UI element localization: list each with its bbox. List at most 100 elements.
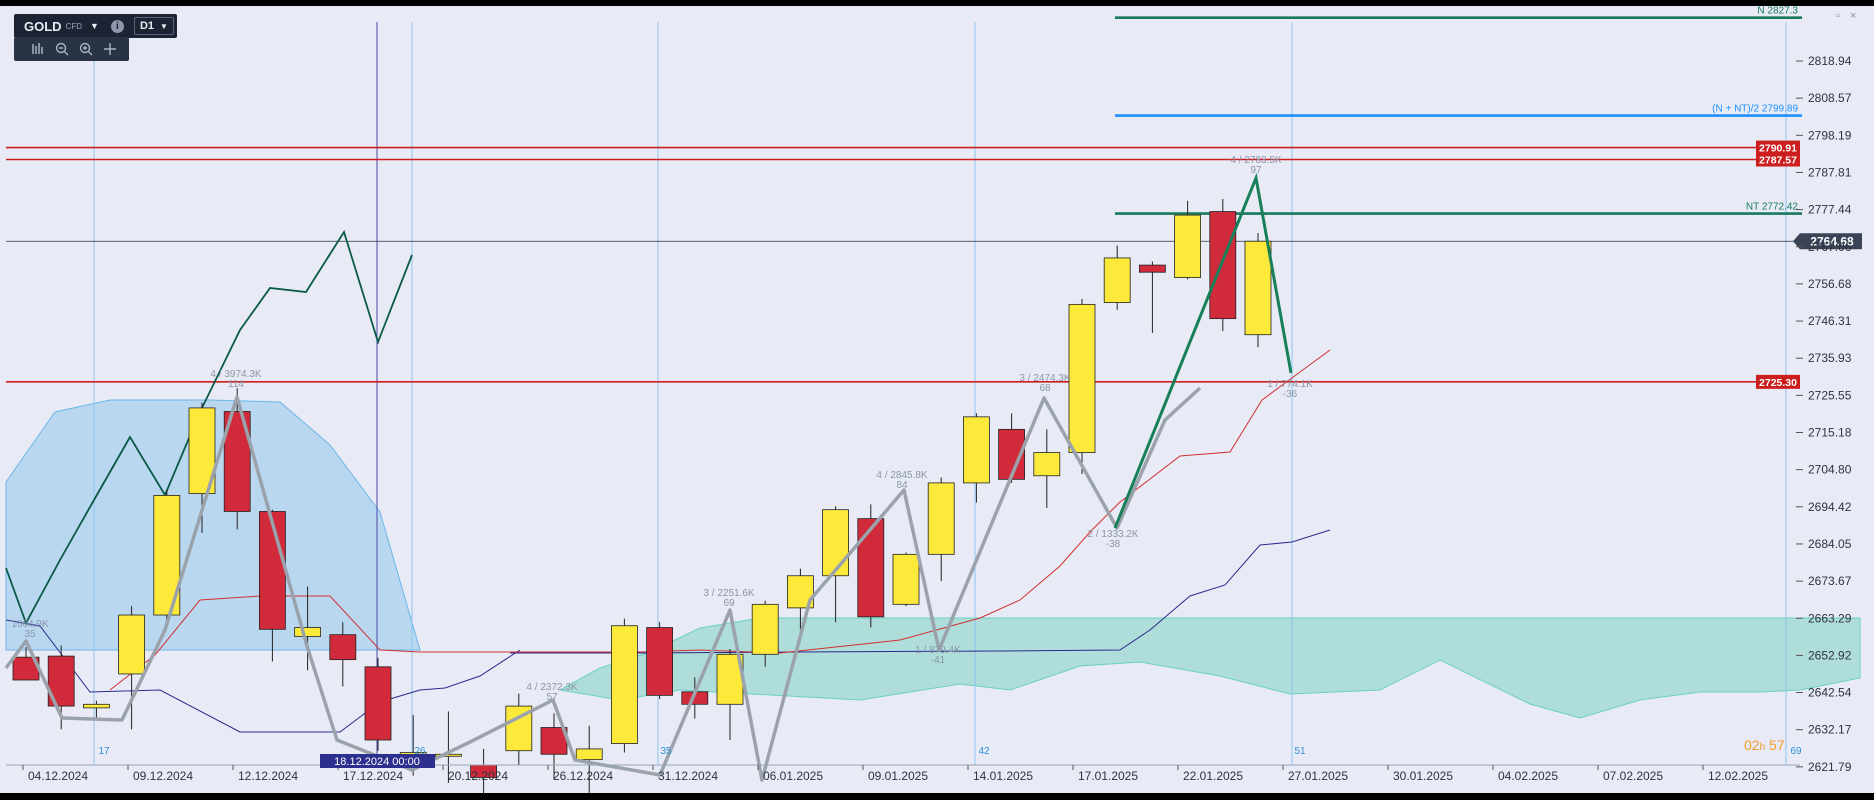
y-tick-label: 2704.80 [1808, 463, 1852, 477]
candle-body [1139, 264, 1166, 273]
y-tick-label: 2652.92 [1808, 648, 1852, 662]
zigzag-sub-label: 84 [896, 480, 908, 491]
zigzag-sub-label: 35 [24, 629, 36, 640]
timeframe-value: D1 [139, 20, 154, 32]
candle-body [1244, 240, 1272, 336]
y-tick-label: 2808.57 [1808, 91, 1852, 105]
crosshair-date-text: 18.12.2024 00:00 [334, 756, 420, 768]
zigzag-label: 3 / 2251.6K [703, 588, 754, 599]
price-level-tag-text: 2787.57 [1759, 155, 1797, 167]
zigzag-label: 4 / 2845.8K [876, 470, 927, 481]
price-level-tag [1756, 374, 1800, 389]
y-tick-label: 2684.05 [1808, 537, 1852, 551]
candle-body [118, 614, 145, 675]
top-bar [0, 0, 1874, 6]
kijun-sen-left [5, 619, 521, 733]
x-tick-label: 22.01.2025 [1183, 769, 1243, 783]
symbol-dropdown-icon[interactable]: ▼ [90, 21, 99, 31]
candle-body [364, 666, 392, 741]
y-tick-label: 2798.19 [1808, 128, 1852, 142]
timeframe-dropdown-icon[interactable]: ▼ [160, 21, 168, 31]
y-tick-label: 2818.94 [1808, 54, 1852, 68]
cycle-count-label: 42 [978, 746, 990, 757]
instrument-type: CFD [65, 21, 83, 31]
maximize-icon[interactable]: ▫ [1836, 10, 1840, 22]
x-tick-label: 17.01.2025 [1078, 769, 1138, 783]
x-tick-label: 26.12.2024 [553, 769, 613, 783]
zoom-in-icon[interactable] [76, 39, 96, 59]
y-tick-label: 2642.54 [1808, 686, 1852, 700]
bar-countdown: 02h 57 [1744, 737, 1785, 753]
candle-body [963, 416, 990, 484]
x-tick-label: 09.01.2025 [868, 769, 928, 783]
candle-body [1103, 257, 1131, 303]
price-level-tag [1756, 140, 1800, 155]
x-tick-label: 04.02.2025 [1498, 769, 1558, 783]
kijun-sen-right [510, 529, 1331, 654]
impulse-wave [1113, 172, 1293, 529]
crosshair-icon[interactable] [100, 39, 120, 59]
crosshair-date-tag [320, 754, 435, 768]
x-tick-label: 07.02.2025 [1603, 769, 1663, 783]
zigzag-sub-label: 68 [1039, 383, 1051, 394]
candle-body [83, 703, 110, 709]
y-tick-label: 2673.67 [1808, 574, 1852, 588]
candle-body [1033, 452, 1061, 477]
cycle-count-label: 17 [98, 746, 110, 757]
zigzag-line [4, 386, 1202, 782]
x-tick-label: 17.12.2024 [343, 769, 403, 783]
zigzag-sub-label: -38 [1106, 539, 1121, 550]
candle-body [751, 603, 779, 655]
y-tick-label: 2787.81 [1808, 165, 1852, 179]
x-tick-label: 31.12.2024 [658, 769, 718, 783]
price-level-tag-text: 2725.30 [1759, 377, 1797, 389]
y-tick-label: 2694.42 [1808, 500, 1852, 514]
y-tick-label: 2746.31 [1808, 314, 1852, 328]
timeframe-select[interactable]: D1 ▼ [133, 17, 174, 35]
zigzag-sub-label: -41 [931, 655, 946, 666]
candle-body [857, 518, 885, 618]
zigzag-label: 4 / 2372.3K [526, 682, 577, 693]
current-price-tag [1793, 233, 1862, 250]
x-tick-label: 27.01.2025 [1288, 769, 1348, 783]
target-line-label: (N + NT)/2 2799.89 [1712, 104, 1798, 115]
close-icon[interactable]: × [1850, 10, 1857, 22]
y-tick-label: 2756.68 [1808, 277, 1852, 291]
cycle-count-label: 51 [1294, 746, 1306, 757]
candle-body [1209, 211, 1237, 320]
current-price-tag-text: 2764.68 [1810, 235, 1854, 249]
cycle-count-label: 35 [660, 746, 672, 757]
kumo-cloud-bear [5, 399, 421, 651]
zoom-out-icon[interactable] [52, 39, 72, 59]
zigzag-label: 1 / 879.4K [915, 645, 961, 656]
zigzag-label: 1 / 774.1K [1267, 379, 1313, 390]
candle-body [927, 482, 955, 555]
zigzag-label: 4 / 2783.5K [1230, 155, 1281, 166]
bottom-bar [0, 793, 1874, 800]
symbol-toolbar[interactable]: GOLD CFD ▼ i D1 ▼ [14, 14, 177, 38]
y-tick-label: 2715.18 [1808, 426, 1852, 440]
indicators-icon[interactable] [28, 39, 48, 59]
x-tick-label: 12.12.2024 [238, 769, 298, 783]
info-icon[interactable]: i [110, 19, 124, 33]
candle-body [1174, 214, 1201, 278]
target-line-label: NT 2772.42 [1746, 202, 1799, 213]
price-level-tag-text: 2790.91 [1759, 143, 1797, 155]
y-tick-label: 2621.79 [1808, 760, 1852, 774]
candle-body [646, 627, 673, 696]
x-tick-label: 06.01.2025 [763, 769, 823, 783]
x-tick-label: 12.02.2025 [1708, 769, 1768, 783]
price-level-tag [1756, 152, 1800, 167]
x-tick-label: 04.12.2024 [28, 769, 88, 783]
x-tick-label: 09.12.2024 [133, 769, 193, 783]
candle-body [892, 553, 920, 605]
zigzag-sub-label: 114 [228, 379, 244, 390]
y-tick-label: 2777.44 [1808, 203, 1852, 217]
y-tick-label: 2735.93 [1808, 351, 1852, 365]
symbol-name[interactable]: GOLD [24, 18, 62, 34]
zigzag-sub-label: -36 [1283, 389, 1298, 400]
zigzag-label: 4 / 3974.3K [210, 369, 261, 380]
candle-body [294, 627, 322, 637]
cycle-count-label: 26 [414, 746, 426, 757]
